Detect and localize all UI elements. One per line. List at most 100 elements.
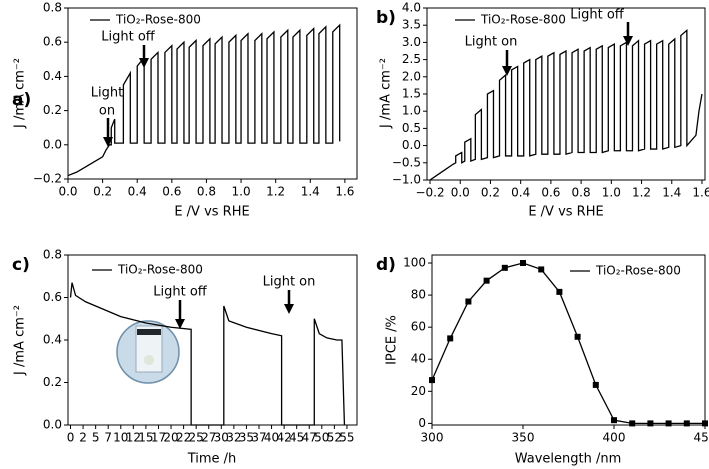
x-tick-label: 1.6 [692, 186, 709, 200]
y-tick-label: 0 [418, 416, 426, 430]
x-axis-label: Time /h [187, 452, 237, 467]
x-tick-label: 20 [163, 431, 178, 445]
y-tick-label: 0.2 [43, 375, 62, 389]
annotation: Light on [465, 35, 518, 50]
x-tick-label: 25 [189, 431, 204, 445]
annotation: Light off [101, 30, 156, 45]
inset-spot [144, 355, 154, 365]
data-marker [592, 381, 599, 388]
y-tick-label: 100 [403, 256, 426, 270]
y-tick-label: 0.2 [43, 103, 62, 117]
annotation: Light [91, 86, 123, 101]
data-marker [574, 333, 581, 340]
plot-frame [67, 254, 358, 426]
y-tick-label: 2.0 [402, 69, 421, 83]
data-marker [665, 420, 672, 427]
y-tick-label: 20 [411, 384, 426, 398]
arrow-head [103, 137, 113, 147]
data-line [429, 28, 703, 181]
x-tick-label: 0.4 [511, 186, 530, 200]
x-tick-label: 0.8 [197, 185, 216, 199]
y-tick-label: 60 [411, 320, 426, 334]
x-tick-label: 40 [264, 431, 279, 445]
panel-label: d) [376, 255, 396, 275]
data-marker [556, 288, 563, 295]
y-tick-label: 0.0 [43, 137, 62, 151]
x-tick-label: 47 [302, 431, 317, 445]
x-tick-label: 27 [201, 431, 216, 445]
data-marker [465, 298, 472, 305]
y-tick-label: 80 [411, 288, 426, 302]
data-marker [520, 260, 526, 267]
x-tick-label: 0.2 [481, 186, 500, 200]
y-tick-label: 0.8 [43, 248, 62, 262]
legend-label: TiO₂-Rose-800 [595, 264, 681, 278]
x-tick-label: 52 [327, 431, 342, 445]
inset-clip [137, 329, 161, 335]
x-tick-label: 300 [421, 431, 444, 445]
x-tick-label: 7 [104, 431, 112, 445]
annotation: Light off [570, 8, 625, 23]
y-tick-label: −0.5 [392, 155, 421, 169]
legend-label: TiO₂-Rose-800 [480, 13, 566, 27]
x-tick-label: 35 [239, 431, 254, 445]
x-tick-label: 2 [79, 431, 87, 445]
x-tick-label: 0 [67, 431, 75, 445]
legend-label: TiO₂-Rose-800 [115, 13, 201, 27]
data-marker [629, 420, 636, 427]
x-tick-label: 1.0 [602, 186, 621, 200]
x-axis-label: Wavelength /nm [515, 452, 622, 467]
x-tick-label: 17 [151, 431, 166, 445]
y-tick-label: 0.0 [402, 138, 421, 152]
x-tick-label: 1.0 [232, 185, 251, 199]
arrow-head [284, 304, 294, 314]
x-tick-label: 1.6 [335, 185, 354, 199]
x-tick-label: 15 [138, 431, 153, 445]
x-tick-label: 0.4 [128, 185, 147, 199]
plot-frame [431, 254, 706, 426]
x-tick-label: 1.2 [266, 185, 285, 199]
x-tick-label: 5 [92, 431, 100, 445]
data-marker [538, 266, 545, 273]
x-tick-label: 55 [339, 431, 354, 445]
x-tick-label: 12 [126, 431, 141, 445]
panel-label: a) [12, 90, 31, 110]
x-tick-label: 0.6 [541, 186, 560, 200]
y-tick-label: 0.5 [402, 121, 421, 135]
x-tick-label: 10 [113, 431, 128, 445]
data-line [69, 282, 346, 426]
arrow-head [502, 66, 512, 76]
annotation: on [99, 104, 115, 119]
x-tick-label: 22 [176, 431, 191, 445]
x-tick-label: 0.8 [572, 186, 591, 200]
y-tick-label: 1.0 [402, 104, 421, 118]
data-line [431, 262, 705, 425]
x-axis-label: E /V vs RHE [174, 205, 249, 220]
panel-label: b) [376, 8, 396, 28]
annotation: Light on [263, 275, 316, 290]
annotation: Light off [153, 285, 208, 300]
y-axis-label: J /mA cm⁻² [13, 58, 28, 129]
x-tick-label: 350 [512, 431, 535, 445]
x-axis-label: E /V vs RHE [528, 205, 603, 220]
x-tick-label: 32 [226, 431, 241, 445]
x-tick-label: 400 [603, 431, 626, 445]
y-tick-label: 0.6 [43, 290, 62, 304]
y-axis-label: J /mA cm⁻² [13, 305, 28, 376]
x-tick-label: 1.4 [301, 185, 320, 199]
y-tick-label: 0.0 [43, 418, 62, 432]
data-line [67, 23, 341, 177]
data-marker [647, 420, 654, 427]
inset-photo [116, 320, 180, 384]
arrow-head [139, 58, 149, 68]
data-marker [611, 417, 617, 424]
x-tick-label: 0.6 [162, 185, 181, 199]
plot-frame [67, 7, 358, 180]
x-tick-label: 42 [276, 431, 291, 445]
y-axis-label: IPCE /% [385, 315, 400, 365]
data-marker [447, 335, 454, 342]
x-tick-label: 30 [214, 431, 229, 445]
x-tick-label: 0.0 [451, 186, 470, 200]
data-marker [683, 420, 690, 427]
